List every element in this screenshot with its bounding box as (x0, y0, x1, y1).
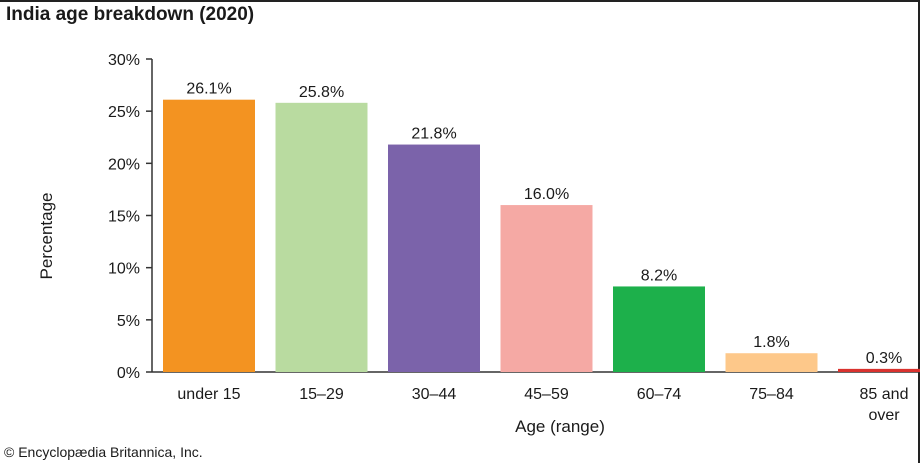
y-tick-label: 15% (108, 209, 140, 226)
bars: 26.1% under 15 25.8% 15–29 21.8% 30–44 16.0% 45… (163, 81, 920, 424)
bar (500, 205, 593, 372)
bar (275, 102, 368, 372)
data-label: 26.1% (186, 81, 231, 98)
y-tick-label: 10% (108, 261, 140, 278)
bar (163, 99, 255, 372)
x-tick-label: over (868, 407, 900, 424)
data-label: 8.2% (641, 267, 677, 284)
x-tick-label: 60–74 (637, 386, 682, 403)
y-tick-label: 30% (108, 52, 140, 69)
x-tick-label: 85 and (860, 386, 909, 403)
y-tick-label: 25% (108, 104, 140, 121)
data-label: 1.8% (753, 334, 789, 351)
copyright-notice: © Encyclopædia Britannica, Inc. (4, 444, 203, 460)
chart-title: India age breakdown (2020) (6, 4, 255, 25)
frame-top-border (0, 0, 920, 2)
frame-right-border (918, 0, 920, 463)
y-tick-label: 5% (117, 313, 140, 330)
bar (388, 144, 480, 372)
data-label: 21.8% (411, 126, 456, 143)
x-tick-label: under 15 (177, 386, 240, 403)
y-tick-label: 0% (117, 365, 140, 382)
x-tick-label: 75–84 (749, 386, 794, 403)
bar (613, 286, 705, 372)
data-label: 16.0% (524, 186, 569, 203)
x-tick-label: 30–44 (412, 386, 457, 403)
x-axis-label: Age (range) (515, 417, 605, 436)
x-tick-label: 15–29 (299, 386, 344, 403)
y-tick-label: 20% (108, 156, 140, 173)
data-label: 0.3% (866, 350, 902, 367)
bar (725, 353, 818, 372)
x-tick-label: 45–59 (524, 386, 569, 403)
y-axis-label: Percentage (37, 193, 56, 280)
y-ticks: 0% 5% 10% 15% 20% 25% 30% (108, 52, 152, 382)
data-label: 25.8% (299, 84, 344, 101)
bar (838, 368, 920, 372)
